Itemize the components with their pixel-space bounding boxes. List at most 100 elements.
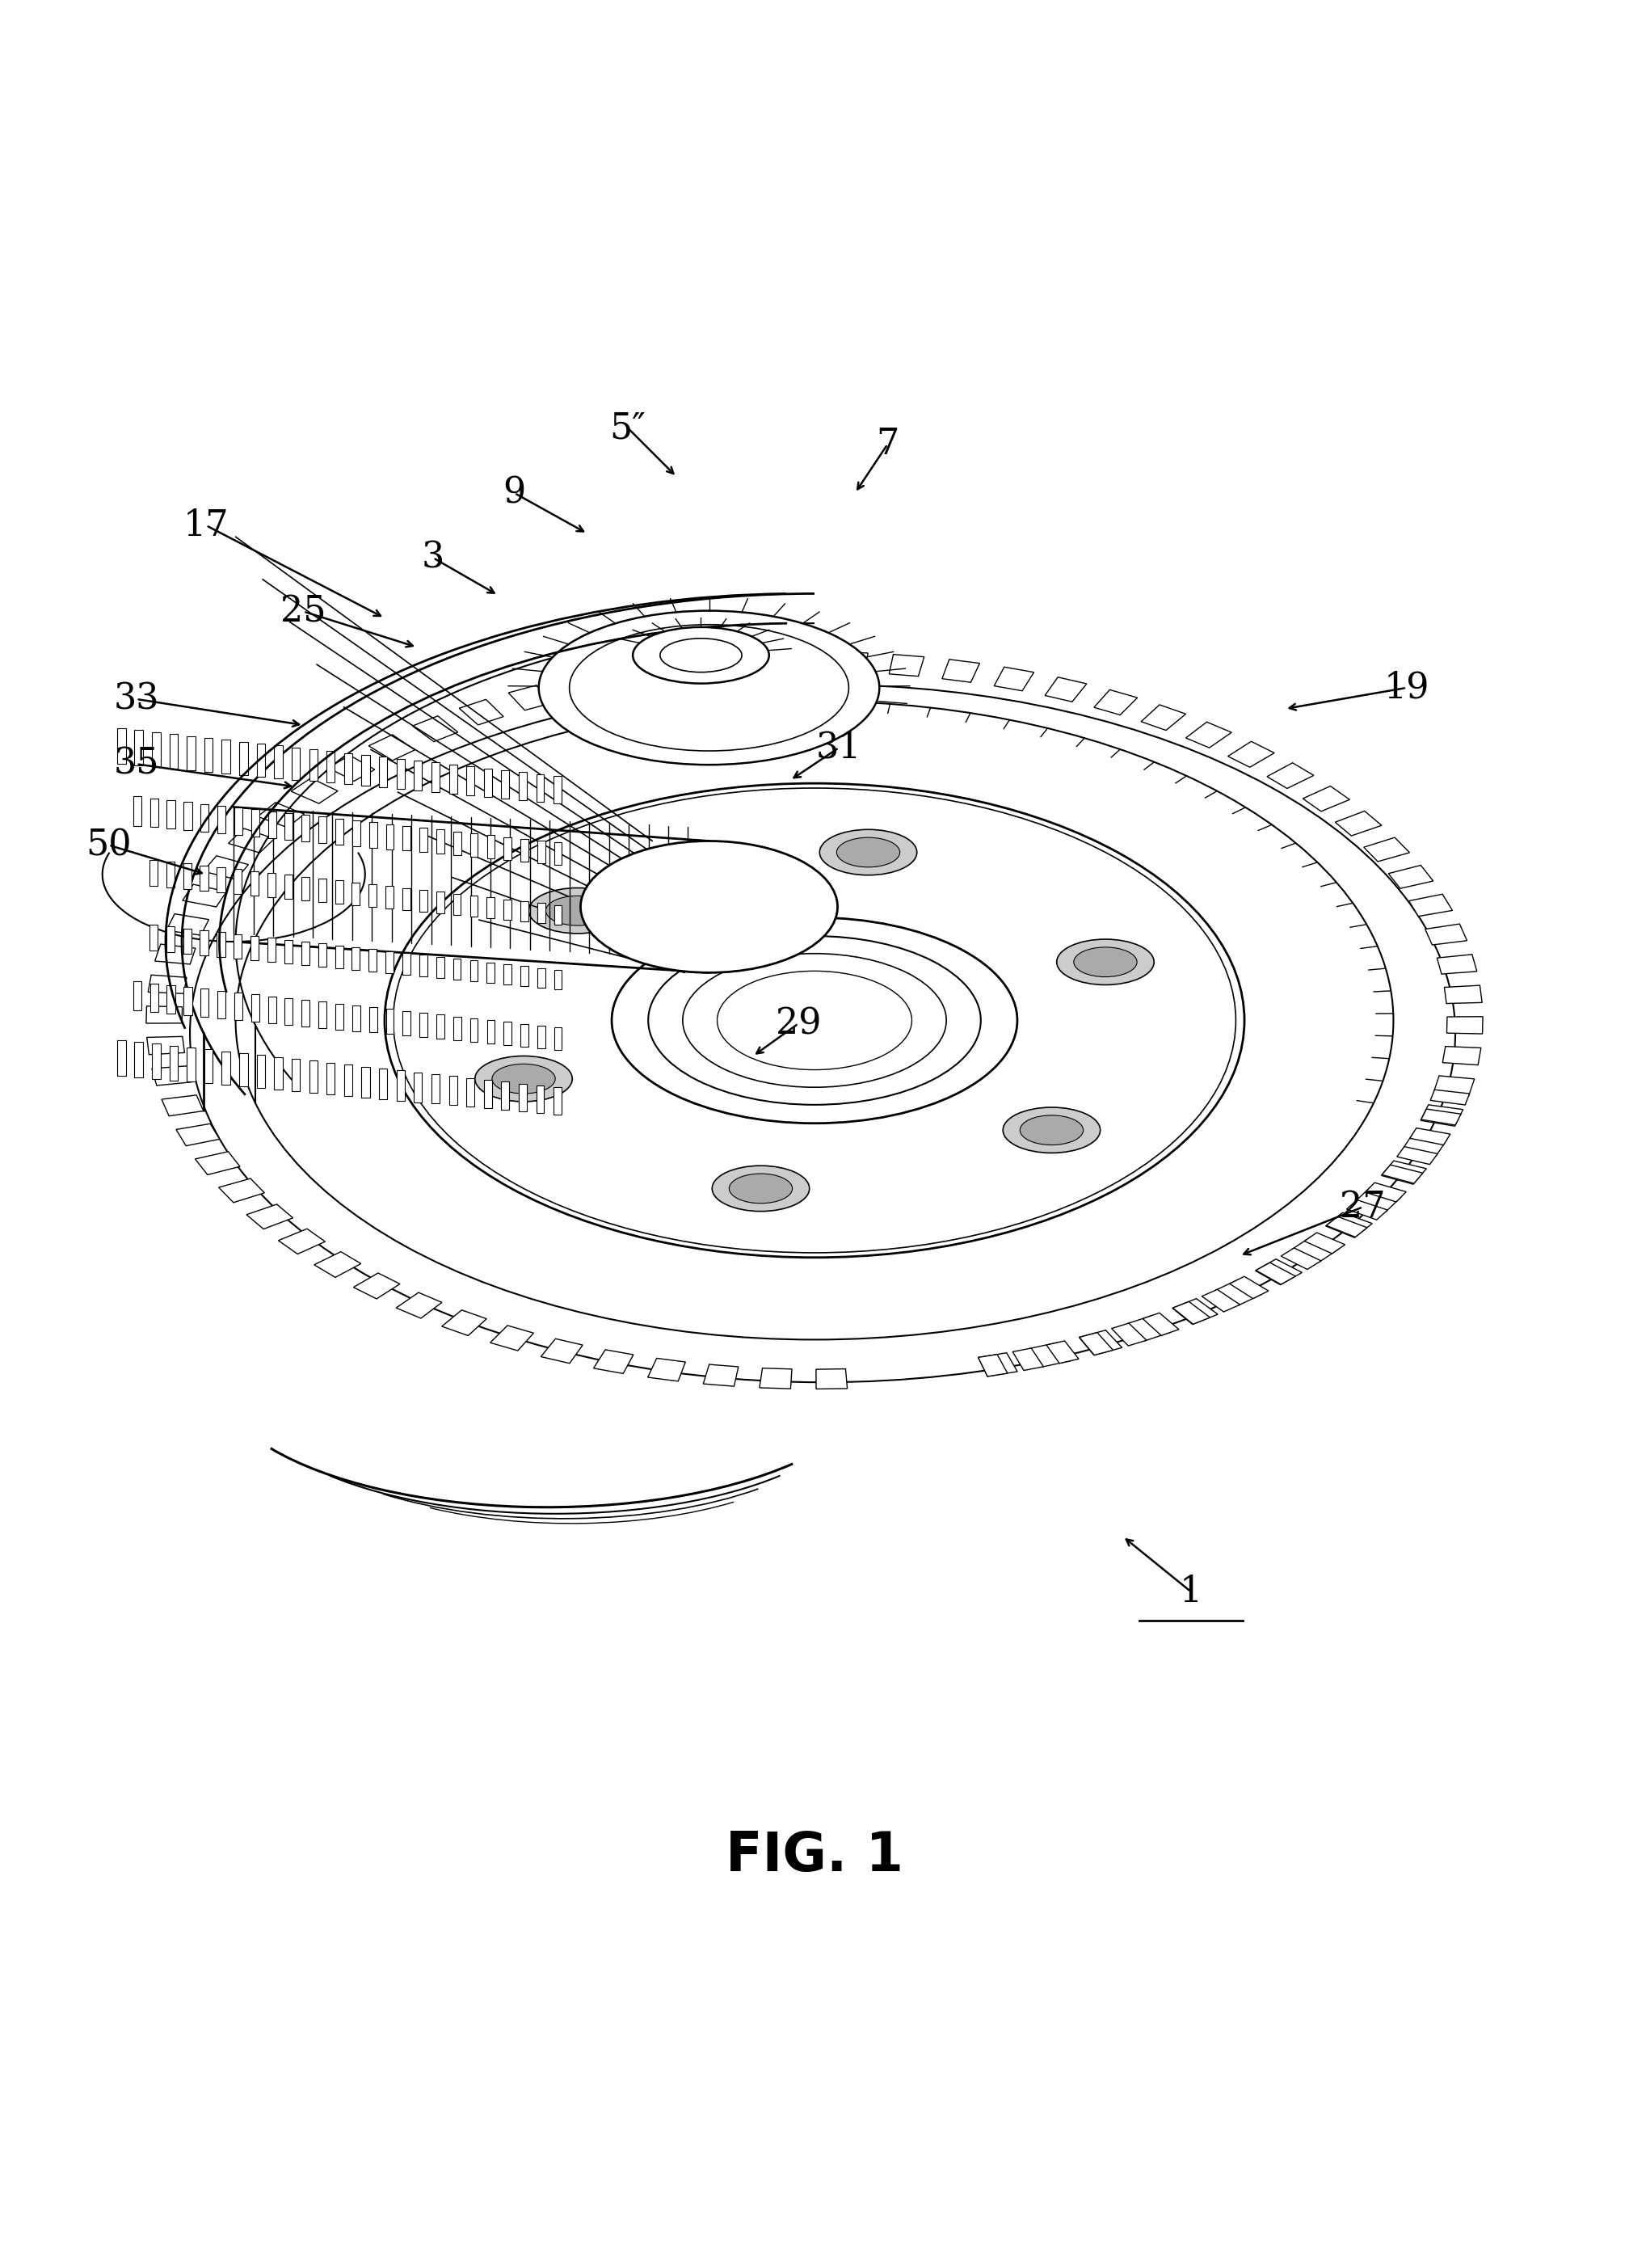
- Polygon shape: [437, 1014, 445, 1039]
- Polygon shape: [204, 855, 249, 880]
- Polygon shape: [1411, 1127, 1450, 1145]
- Polygon shape: [218, 1179, 264, 1202]
- Polygon shape: [536, 773, 544, 801]
- Polygon shape: [453, 959, 461, 980]
- Polygon shape: [759, 1368, 792, 1388]
- Polygon shape: [267, 873, 275, 898]
- Polygon shape: [396, 1293, 441, 1318]
- Ellipse shape: [570, 624, 849, 751]
- Polygon shape: [318, 816, 326, 844]
- Polygon shape: [538, 1025, 546, 1048]
- Polygon shape: [816, 1370, 847, 1388]
- Polygon shape: [274, 746, 282, 778]
- Polygon shape: [1445, 984, 1482, 1002]
- Polygon shape: [301, 941, 310, 966]
- Polygon shape: [353, 1272, 401, 1300]
- Polygon shape: [402, 889, 411, 909]
- Polygon shape: [538, 968, 546, 989]
- Polygon shape: [134, 796, 142, 826]
- Polygon shape: [166, 862, 174, 887]
- Polygon shape: [257, 744, 266, 776]
- Ellipse shape: [384, 782, 1245, 1256]
- Polygon shape: [441, 1311, 487, 1336]
- Polygon shape: [1326, 1213, 1372, 1238]
- Polygon shape: [536, 1086, 544, 1114]
- Polygon shape: [396, 1070, 404, 1100]
- Polygon shape: [1095, 689, 1137, 714]
- Polygon shape: [979, 1352, 1018, 1377]
- Polygon shape: [1420, 1109, 1461, 1125]
- Polygon shape: [668, 658, 705, 680]
- Polygon shape: [502, 771, 510, 798]
- Ellipse shape: [683, 953, 946, 1086]
- Polygon shape: [1365, 1182, 1406, 1202]
- Polygon shape: [204, 1050, 213, 1084]
- Polygon shape: [538, 903, 546, 923]
- Polygon shape: [1363, 837, 1409, 862]
- Polygon shape: [419, 955, 427, 978]
- Polygon shape: [155, 943, 195, 964]
- Polygon shape: [554, 776, 562, 803]
- Text: 17: 17: [184, 508, 230, 542]
- Polygon shape: [285, 939, 293, 964]
- Polygon shape: [184, 987, 192, 1016]
- Polygon shape: [135, 730, 143, 767]
- Polygon shape: [161, 1095, 204, 1116]
- Polygon shape: [318, 943, 326, 966]
- Polygon shape: [780, 651, 811, 671]
- Ellipse shape: [476, 1057, 572, 1102]
- Polygon shape: [471, 1018, 477, 1041]
- Polygon shape: [1381, 1166, 1422, 1184]
- Polygon shape: [1256, 1259, 1302, 1284]
- Polygon shape: [222, 739, 230, 773]
- Polygon shape: [310, 748, 318, 780]
- Polygon shape: [195, 1152, 239, 1175]
- Polygon shape: [370, 1007, 376, 1032]
- Polygon shape: [1305, 1232, 1346, 1254]
- Polygon shape: [396, 760, 404, 789]
- Ellipse shape: [660, 637, 741, 671]
- Polygon shape: [285, 998, 293, 1025]
- Polygon shape: [1202, 1290, 1240, 1311]
- Polygon shape: [1420, 1105, 1463, 1127]
- Ellipse shape: [1020, 1116, 1083, 1145]
- Polygon shape: [487, 1021, 495, 1043]
- Text: FIG. 1: FIG. 1: [725, 1830, 904, 1882]
- Polygon shape: [251, 871, 259, 896]
- Polygon shape: [1228, 742, 1274, 767]
- Polygon shape: [466, 1077, 474, 1107]
- Text: 19: 19: [1383, 671, 1430, 705]
- Polygon shape: [836, 651, 868, 674]
- Polygon shape: [200, 866, 209, 891]
- Polygon shape: [386, 823, 394, 848]
- Polygon shape: [386, 887, 394, 909]
- Text: 5″: 5″: [609, 411, 647, 445]
- Polygon shape: [412, 717, 458, 742]
- Polygon shape: [402, 826, 411, 850]
- Ellipse shape: [191, 685, 1455, 1381]
- Polygon shape: [593, 1349, 634, 1374]
- Polygon shape: [166, 914, 209, 934]
- Polygon shape: [166, 928, 174, 953]
- Polygon shape: [402, 1012, 411, 1036]
- Polygon shape: [380, 758, 388, 787]
- Polygon shape: [285, 875, 293, 898]
- Polygon shape: [217, 991, 226, 1018]
- Polygon shape: [257, 1055, 266, 1089]
- Polygon shape: [182, 885, 226, 907]
- Polygon shape: [169, 1046, 178, 1080]
- Polygon shape: [166, 801, 176, 828]
- Polygon shape: [554, 971, 562, 989]
- Polygon shape: [723, 653, 757, 676]
- Polygon shape: [151, 1043, 161, 1080]
- Polygon shape: [484, 769, 492, 796]
- Polygon shape: [239, 1052, 248, 1086]
- Polygon shape: [648, 1359, 686, 1381]
- Polygon shape: [292, 1059, 300, 1091]
- Polygon shape: [301, 814, 310, 841]
- Ellipse shape: [1057, 939, 1153, 984]
- Polygon shape: [469, 959, 477, 982]
- Polygon shape: [437, 830, 445, 853]
- Ellipse shape: [632, 628, 769, 683]
- Polygon shape: [352, 948, 360, 971]
